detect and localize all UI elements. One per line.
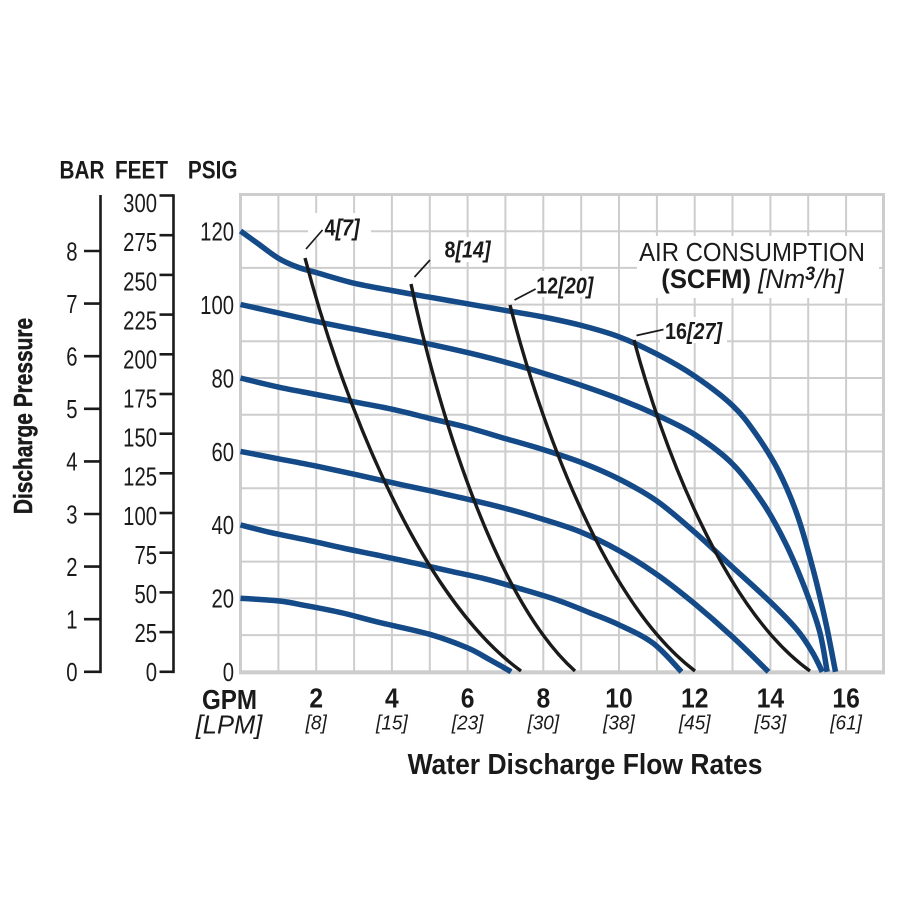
- svg-text:40: 40: [211, 511, 234, 540]
- svg-text:100: 100: [123, 501, 157, 530]
- svg-text:8: 8: [66, 237, 77, 266]
- svg-text:16[27]: 16[27]: [665, 317, 723, 344]
- svg-text:4: 4: [385, 682, 399, 714]
- svg-text:[8]: [8]: [305, 712, 328, 735]
- svg-text:[30]: [30]: [526, 712, 559, 735]
- svg-text:[38]: [38]: [602, 712, 635, 735]
- svg-text:0: 0: [66, 658, 77, 687]
- svg-text:8: 8: [536, 682, 550, 714]
- svg-text:4: 4: [66, 447, 77, 476]
- svg-text:175: 175: [123, 384, 157, 413]
- svg-text:3: 3: [66, 500, 77, 529]
- svg-text:6: 6: [66, 342, 77, 371]
- svg-text:12[20]: 12[20]: [536, 272, 594, 299]
- svg-text:6: 6: [461, 682, 475, 714]
- svg-text:275: 275: [123, 228, 157, 257]
- svg-text:100: 100: [200, 290, 234, 319]
- svg-text:300: 300: [123, 189, 157, 218]
- svg-text:12: 12: [681, 682, 708, 714]
- svg-text:200: 200: [123, 345, 157, 374]
- svg-text:60: 60: [211, 437, 234, 466]
- svg-text:[53]: [53]: [754, 712, 787, 735]
- svg-text:50: 50: [134, 580, 157, 609]
- svg-text:250: 250: [123, 267, 157, 296]
- svg-text:PSIG: PSIG: [188, 156, 238, 184]
- svg-text:AIR CONSUMPTION: AIR CONSUMPTION: [639, 238, 865, 267]
- svg-text:[15]: [15]: [375, 712, 408, 735]
- svg-text:8[14]: 8[14]: [445, 236, 492, 263]
- svg-text:16: 16: [832, 682, 859, 714]
- svg-text:BAR: BAR: [60, 156, 105, 184]
- svg-text:75: 75: [134, 540, 157, 569]
- svg-text:4[7]: 4[7]: [325, 214, 361, 241]
- svg-text:125: 125: [123, 462, 157, 491]
- svg-text:(SCFM) [Nm3/h]: (SCFM) [Nm3/h]: [661, 263, 844, 295]
- svg-text:20: 20: [211, 584, 234, 613]
- svg-text:Discharge Pressure: Discharge Pressure: [9, 318, 37, 514]
- svg-text:225: 225: [123, 306, 157, 335]
- svg-text:2: 2: [309, 682, 323, 714]
- svg-text:7: 7: [66, 289, 77, 318]
- svg-text:FEET: FEET: [115, 156, 168, 184]
- svg-text:0: 0: [223, 658, 234, 687]
- svg-text:GPM: GPM: [202, 686, 257, 716]
- svg-text:[61]: [61]: [829, 712, 862, 735]
- svg-text:1: 1: [66, 605, 77, 634]
- svg-text:10: 10: [605, 682, 632, 714]
- svg-text:150: 150: [123, 423, 157, 452]
- svg-text:5: 5: [66, 395, 77, 424]
- svg-text:14: 14: [757, 682, 785, 714]
- svg-text:[LPM]: [LPM]: [195, 712, 264, 740]
- svg-text:[45]: [45]: [678, 712, 711, 735]
- svg-text:[23]: [23]: [451, 712, 484, 735]
- svg-text:0: 0: [146, 658, 157, 687]
- svg-text:2: 2: [66, 552, 77, 581]
- svg-text:120: 120: [200, 217, 234, 246]
- svg-text:80: 80: [211, 364, 234, 393]
- svg-text:25: 25: [134, 619, 157, 648]
- svg-text:Water Discharge Flow Rates: Water Discharge Flow Rates: [408, 748, 763, 780]
